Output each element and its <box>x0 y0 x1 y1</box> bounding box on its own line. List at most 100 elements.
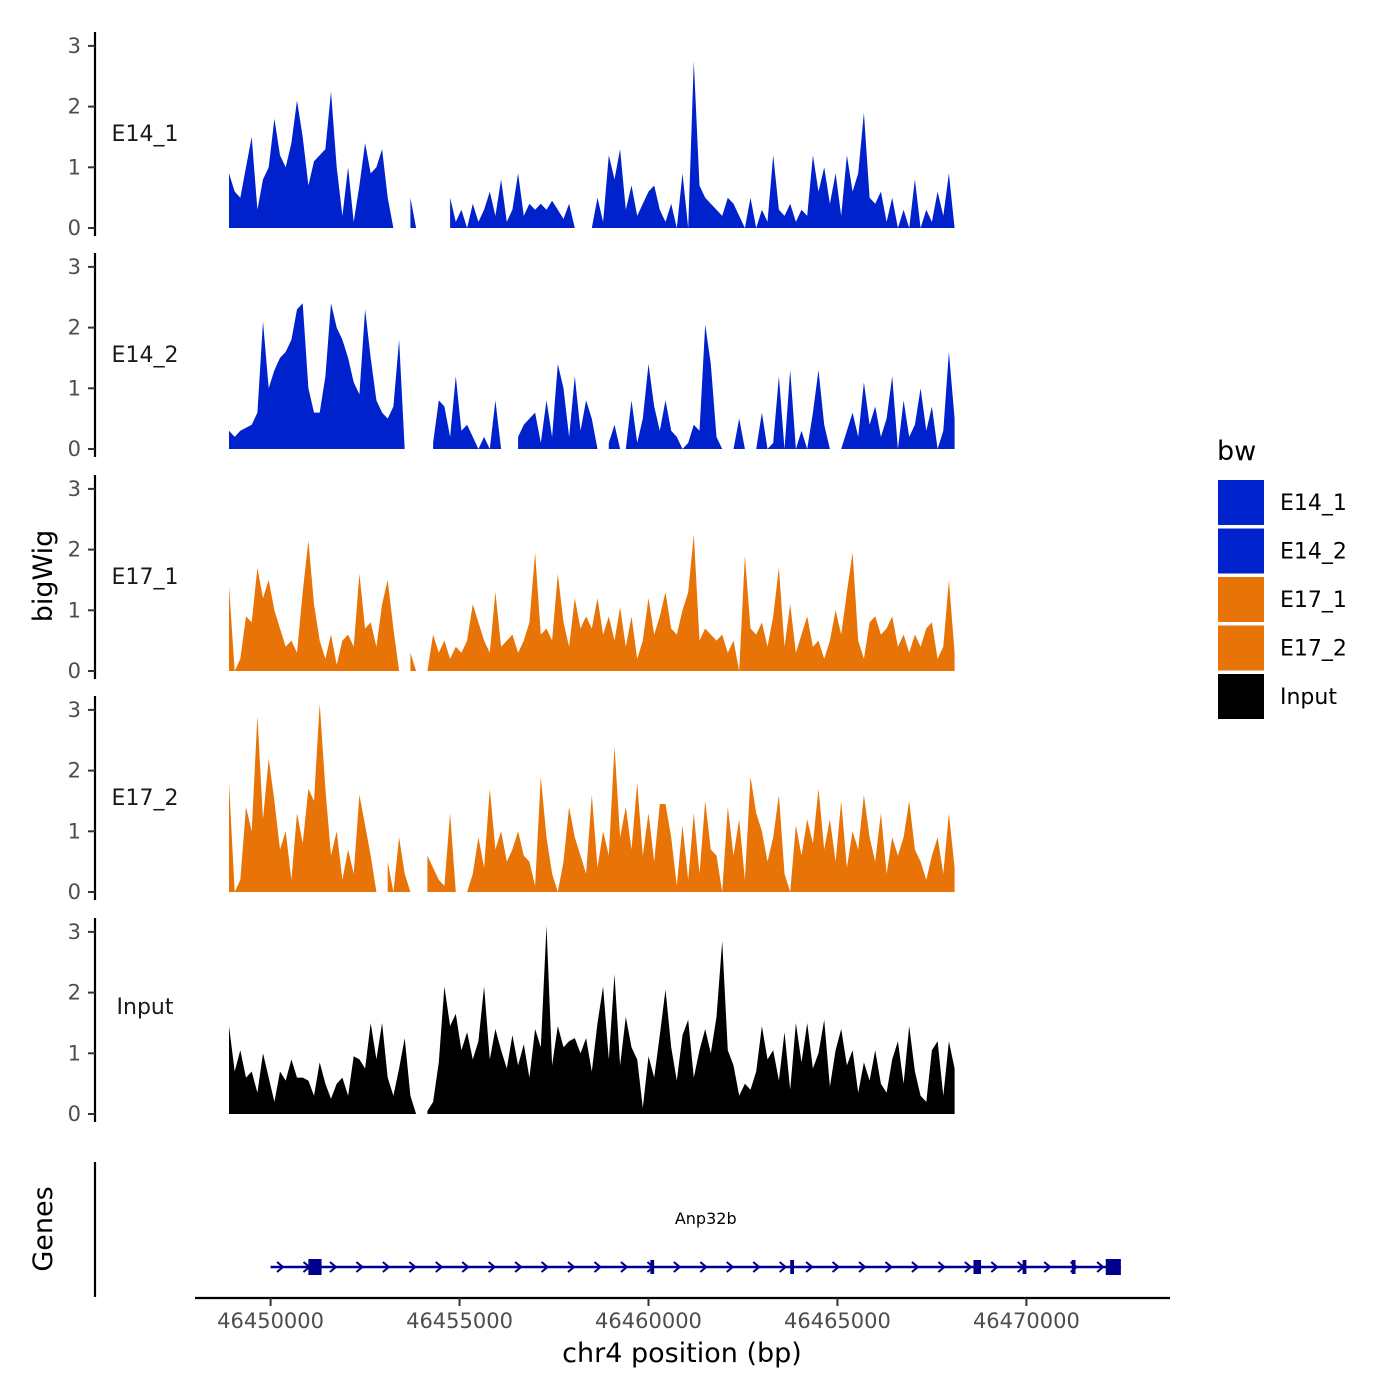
track-E14_2: 0 1 2 3 E14_2 <box>68 253 955 461</box>
signal-area-Input <box>229 1023 417 1114</box>
gene-exon <box>650 1260 655 1274</box>
legend-swatch <box>1218 674 1264 719</box>
signal-area-E14_1 <box>450 173 575 228</box>
signal-area-E14_1 <box>591 61 955 228</box>
signal-area-E14_1 <box>410 197 417 228</box>
gene-Anp32b: Anp32b <box>270 1209 1121 1275</box>
signal-area-E14_2 <box>518 364 598 449</box>
y-tick-label: 2 <box>68 538 81 562</box>
y-tick-label: 2 <box>68 759 81 783</box>
track-E17_1: 0 1 2 3 E17_1 <box>68 475 955 683</box>
signal-area-Input <box>427 925 955 1114</box>
y-tick-label: 1 <box>68 155 81 179</box>
legend: bw E14_1 E14_2 E17_1 E17_2 Input <box>1217 436 1347 719</box>
strand-chevron <box>1096 1261 1105 1273</box>
y-tick-label: 3 <box>68 34 81 58</box>
legend-swatch <box>1218 480 1264 525</box>
strand-chevron <box>990 1261 999 1273</box>
x-axis: 46450000 46455000 46460000 46465000 46470000… <box>195 1296 1170 1369</box>
signal-area-E14_1 <box>229 91 394 229</box>
y-tick-label: 1 <box>68 376 81 400</box>
gene-exon <box>790 1260 794 1274</box>
genes-axis-title: Genes <box>28 1186 59 1271</box>
y-tick-label: 3 <box>68 477 81 501</box>
track-label: E17_2 <box>112 786 179 811</box>
x-axis-ticks: 46450000 46455000 46460000 46465000 46470000 <box>217 1298 1080 1333</box>
legend-label: E17_1 <box>1280 588 1347 613</box>
y-tick-label: 3 <box>68 920 81 944</box>
strand-chevron <box>911 1261 920 1273</box>
track-label: E14_1 <box>112 122 179 147</box>
gene-models: Anp32b <box>270 1209 1121 1275</box>
signal-area-E14_2 <box>433 376 502 449</box>
legend-item-E14_2: E14_2 <box>1218 528 1347 574</box>
legend-label: E14_2 <box>1280 540 1347 565</box>
signal-area-E14_2 <box>733 418 745 449</box>
strand-chevron <box>382 1261 391 1273</box>
x-tick-label: 46470000 <box>973 1309 1080 1333</box>
strand-chevron <box>461 1261 470 1273</box>
signal-area-E14_2 <box>229 303 405 449</box>
strand-chevron <box>329 1261 338 1273</box>
strand-chevron <box>540 1261 550 1273</box>
gene-label: Anp32b <box>675 1209 737 1228</box>
strand-chevron <box>964 1261 973 1273</box>
gene-exon <box>1071 1260 1076 1274</box>
strand-chevron <box>699 1261 708 1273</box>
signal-area-E17_1 <box>427 534 955 671</box>
y-axis-title: bigWig <box>28 530 59 623</box>
legend-label: Input <box>1280 685 1337 710</box>
y-tick-label: 1 <box>68 819 81 843</box>
strand-chevron <box>831 1261 841 1273</box>
y-tick-label: 2 <box>68 95 81 119</box>
gene-exon <box>308 1259 322 1275</box>
y-tick-label: 2 <box>68 981 81 1005</box>
strand-chevron <box>567 1261 576 1273</box>
x-tick-label: 46450000 <box>217 1309 324 1333</box>
y-tick-label: 0 <box>68 659 81 683</box>
track-label: Input <box>117 995 174 1020</box>
track-E14_1: 0 1 2 3 E14_1 <box>68 32 955 240</box>
strand-chevron <box>435 1261 444 1273</box>
signal-tracks: 0 1 2 3 E14_1 0 1 2 3 E14_2 0 1 2 3 E17_1 0 1 2 3 E17_2 0 1 2 3… <box>68 32 955 1126</box>
strand-chevron <box>779 1261 788 1273</box>
legend-label: E17_2 <box>1280 637 1347 662</box>
y-tick-label: 3 <box>68 698 81 722</box>
signal-area-E17_2 <box>387 837 411 892</box>
signal-area-E17_1 <box>410 652 417 671</box>
gene-exon <box>1022 1260 1027 1274</box>
strand-chevron <box>276 1261 285 1273</box>
track-Input: 0 1 2 3 Input <box>68 918 955 1126</box>
strand-chevron <box>752 1261 761 1273</box>
gene-exon <box>1105 1259 1121 1275</box>
genes-panel: Genes Anp32b <box>28 1162 1121 1297</box>
y-tick-label: 0 <box>68 216 81 240</box>
strand-chevron <box>514 1261 523 1273</box>
track-label: E14_2 <box>112 343 179 368</box>
x-tick-label: 46460000 <box>595 1309 702 1333</box>
signal-area-E14_2 <box>756 370 830 449</box>
track-label: E17_1 <box>112 565 179 590</box>
strand-chevron <box>937 1261 946 1273</box>
legend-items: E14_1 E14_2 E17_1 E17_2 Input <box>1218 480 1347 719</box>
strand-chevron <box>355 1261 364 1273</box>
strand-chevron <box>858 1261 867 1273</box>
legend-label: E14_1 <box>1280 491 1347 516</box>
strand-chevron <box>884 1261 894 1273</box>
strand-chevron <box>488 1261 497 1273</box>
signal-area-E17_2 <box>427 813 456 892</box>
strand-chevron <box>408 1261 417 1273</box>
legend-swatch <box>1218 577 1264 622</box>
strand-chevron <box>620 1261 629 1273</box>
x-tick-label: 46465000 <box>784 1309 891 1333</box>
x-tick-label: 46455000 <box>406 1309 513 1333</box>
legend-item-Input: Input <box>1218 674 1337 719</box>
y-tick-label: 1 <box>68 598 81 622</box>
strand-chevron <box>673 1261 682 1273</box>
legend-title: bw <box>1217 436 1256 467</box>
strand-chevron <box>1043 1261 1052 1273</box>
legend-item-E17_1: E17_1 <box>1218 577 1347 622</box>
y-tick-label: 2 <box>68 316 81 340</box>
signal-area-E17_2 <box>467 746 955 892</box>
